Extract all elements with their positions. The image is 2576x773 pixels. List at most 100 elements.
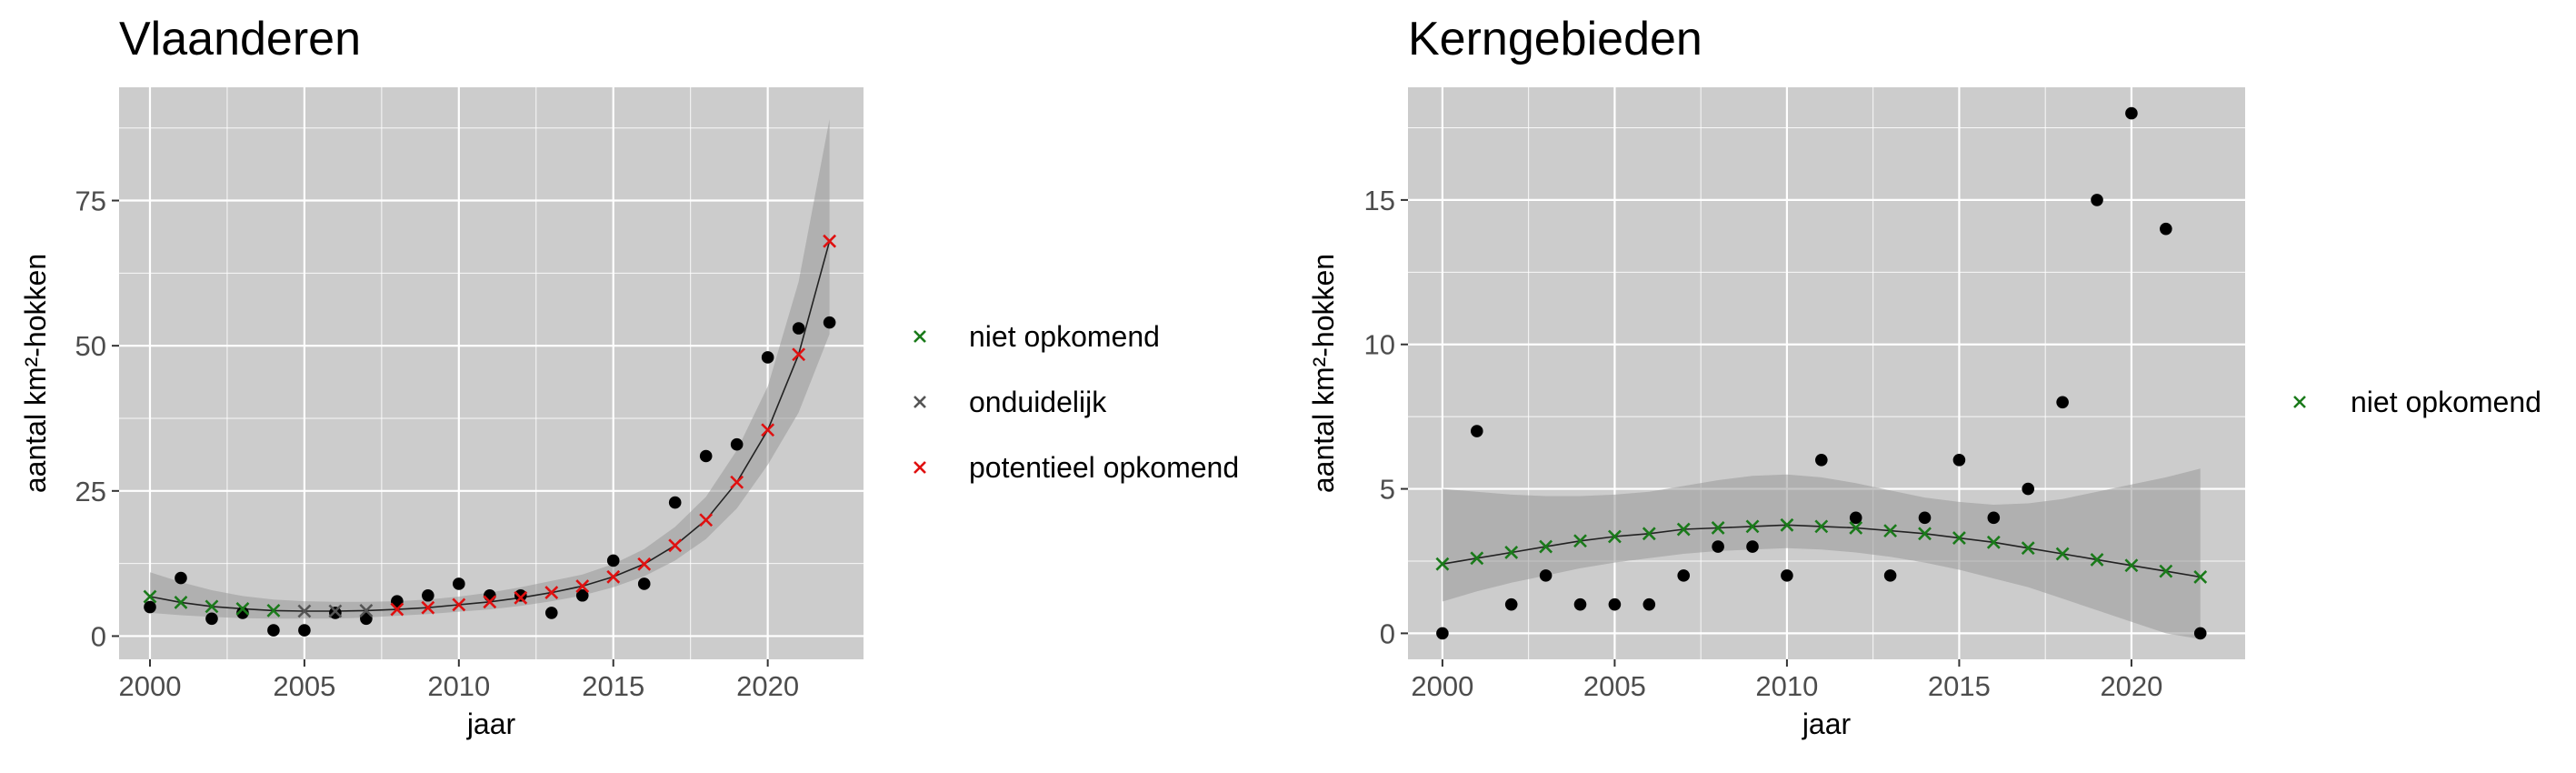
observation-point <box>1539 569 1553 582</box>
trend-marker <box>390 602 404 617</box>
trend-marker-stroke-b <box>1607 529 1622 544</box>
trend-marker-stroke-b <box>266 603 281 617</box>
x-tick-label: 2015 <box>1928 670 1991 702</box>
observation-point <box>1952 454 1966 467</box>
trend-marker <box>2090 552 2104 567</box>
trend-marker-stroke-b <box>1952 531 1966 545</box>
observation-point <box>298 624 311 637</box>
trend-marker-stroke-b <box>1745 519 1760 534</box>
trend-marker <box>1642 527 1656 541</box>
chart-title: Kerngebieden <box>1408 13 1702 65</box>
trend-marker-stroke-b <box>668 538 683 553</box>
trend-marker-stroke-b <box>1849 521 1863 535</box>
observation-point <box>823 316 836 329</box>
y-tick-label: 0 <box>1380 617 1395 649</box>
legend-key-marker-stroke-b <box>2293 396 2306 408</box>
x-axis-title: jaar <box>1802 708 1852 740</box>
trend-marker <box>1986 535 2001 549</box>
trend-marker <box>297 604 312 618</box>
trend-marker <box>1435 557 1450 571</box>
panel-vlaanderen: Vlaanderen 2000 2005 2010 2015 2020 0 25 50 75 jaa… <box>19 13 1239 740</box>
trend-marker-stroke-b <box>1470 551 1484 566</box>
legend-key-marker <box>914 461 926 474</box>
legend-label: potentieel opkomend <box>969 451 1239 484</box>
trend-marker <box>328 604 343 618</box>
trend-marker-stroke-b <box>2124 558 2139 573</box>
trend-marker <box>2021 541 2035 556</box>
observation-point <box>1642 597 1656 611</box>
trend-marker <box>668 538 683 553</box>
trend-marker-stroke-b <box>1676 522 1691 537</box>
trend-marker-stroke-b <box>606 569 621 584</box>
trend-marker <box>421 600 435 615</box>
trend-marker <box>143 589 157 604</box>
trend-marker-stroke-b <box>761 423 775 437</box>
x-tick-label: 2020 <box>736 670 799 702</box>
observation-point <box>2160 222 2172 236</box>
trend-marker <box>359 603 374 617</box>
observation-point <box>792 322 805 335</box>
trend-marker <box>1607 529 1622 544</box>
observation-point <box>391 595 404 607</box>
trend-marker-stroke-b <box>823 234 837 248</box>
trend-marker-stroke-b <box>483 595 497 609</box>
observation-point <box>1781 569 1793 582</box>
trend-marker-stroke-b <box>143 589 157 604</box>
trend-marker-stroke-b <box>2090 552 2104 567</box>
trend-marker <box>1676 522 1691 537</box>
trend-marker-stroke-b <box>1814 519 1829 534</box>
grid-lines <box>119 87 864 659</box>
y-tick-label: 50 <box>75 330 106 362</box>
trend-markers <box>143 234 837 618</box>
x-tick-label: 2000 <box>1411 670 1473 702</box>
y-tick-label: 25 <box>75 476 106 507</box>
trend-marker <box>699 513 714 527</box>
trend-marker <box>266 603 281 617</box>
observation-point <box>699 449 713 463</box>
trend-marker <box>1504 546 1519 559</box>
trend-marker-stroke-b <box>174 596 188 609</box>
trend-marker <box>205 599 219 614</box>
trend-marker-stroke-b <box>1986 535 2001 549</box>
legend-label: niet opkomend <box>2351 386 2541 418</box>
observation-point <box>422 588 434 602</box>
observation-point <box>668 496 682 509</box>
trend-marker <box>730 475 744 489</box>
trend-marker <box>2193 570 2208 584</box>
trend-marker <box>1745 519 1760 534</box>
trend-marker <box>575 579 590 593</box>
y-tick-label: 0 <box>91 620 106 652</box>
trend-marker-stroke-b <box>575 579 590 593</box>
trend-marker <box>637 557 652 571</box>
y-tick-label: 10 <box>1364 329 1395 361</box>
observation-point <box>144 600 156 614</box>
trend-marker-stroke-b <box>359 603 374 617</box>
observation-point <box>2091 194 2103 206</box>
trend-marker <box>2159 564 2173 578</box>
trend-marker-stroke-b <box>1539 539 1553 554</box>
observation-point <box>1573 597 1587 611</box>
trend-marker <box>1952 531 1966 545</box>
trend-marker-stroke-b <box>1435 557 1450 571</box>
observation-point <box>606 554 620 567</box>
trend-marker-stroke-b <box>1883 524 1898 538</box>
legend: niet opkomend <box>2293 386 2541 418</box>
trend-marker-stroke-b <box>235 602 250 616</box>
trend-marker <box>2055 547 2070 561</box>
trend-marker <box>1849 521 1863 535</box>
trend-marker <box>514 590 528 605</box>
trend-marker-stroke-b <box>1573 534 1587 548</box>
legend: niet opkomend onduidelijk potentieel opkom… <box>914 320 1239 484</box>
trend-marker-stroke-b <box>514 590 528 605</box>
chart-title: Vlaanderen <box>119 13 361 65</box>
observation-point <box>1436 627 1449 640</box>
trend-marker-stroke-b <box>792 347 806 362</box>
observation-point <box>453 577 465 590</box>
trend-marker-stroke-b <box>205 599 219 614</box>
trend-marker <box>606 569 621 584</box>
y-tick-label: 15 <box>1364 185 1395 216</box>
observation-points <box>1436 106 2207 640</box>
legend-key-marker-stroke-b <box>914 396 926 408</box>
observation-point <box>1471 425 1483 437</box>
